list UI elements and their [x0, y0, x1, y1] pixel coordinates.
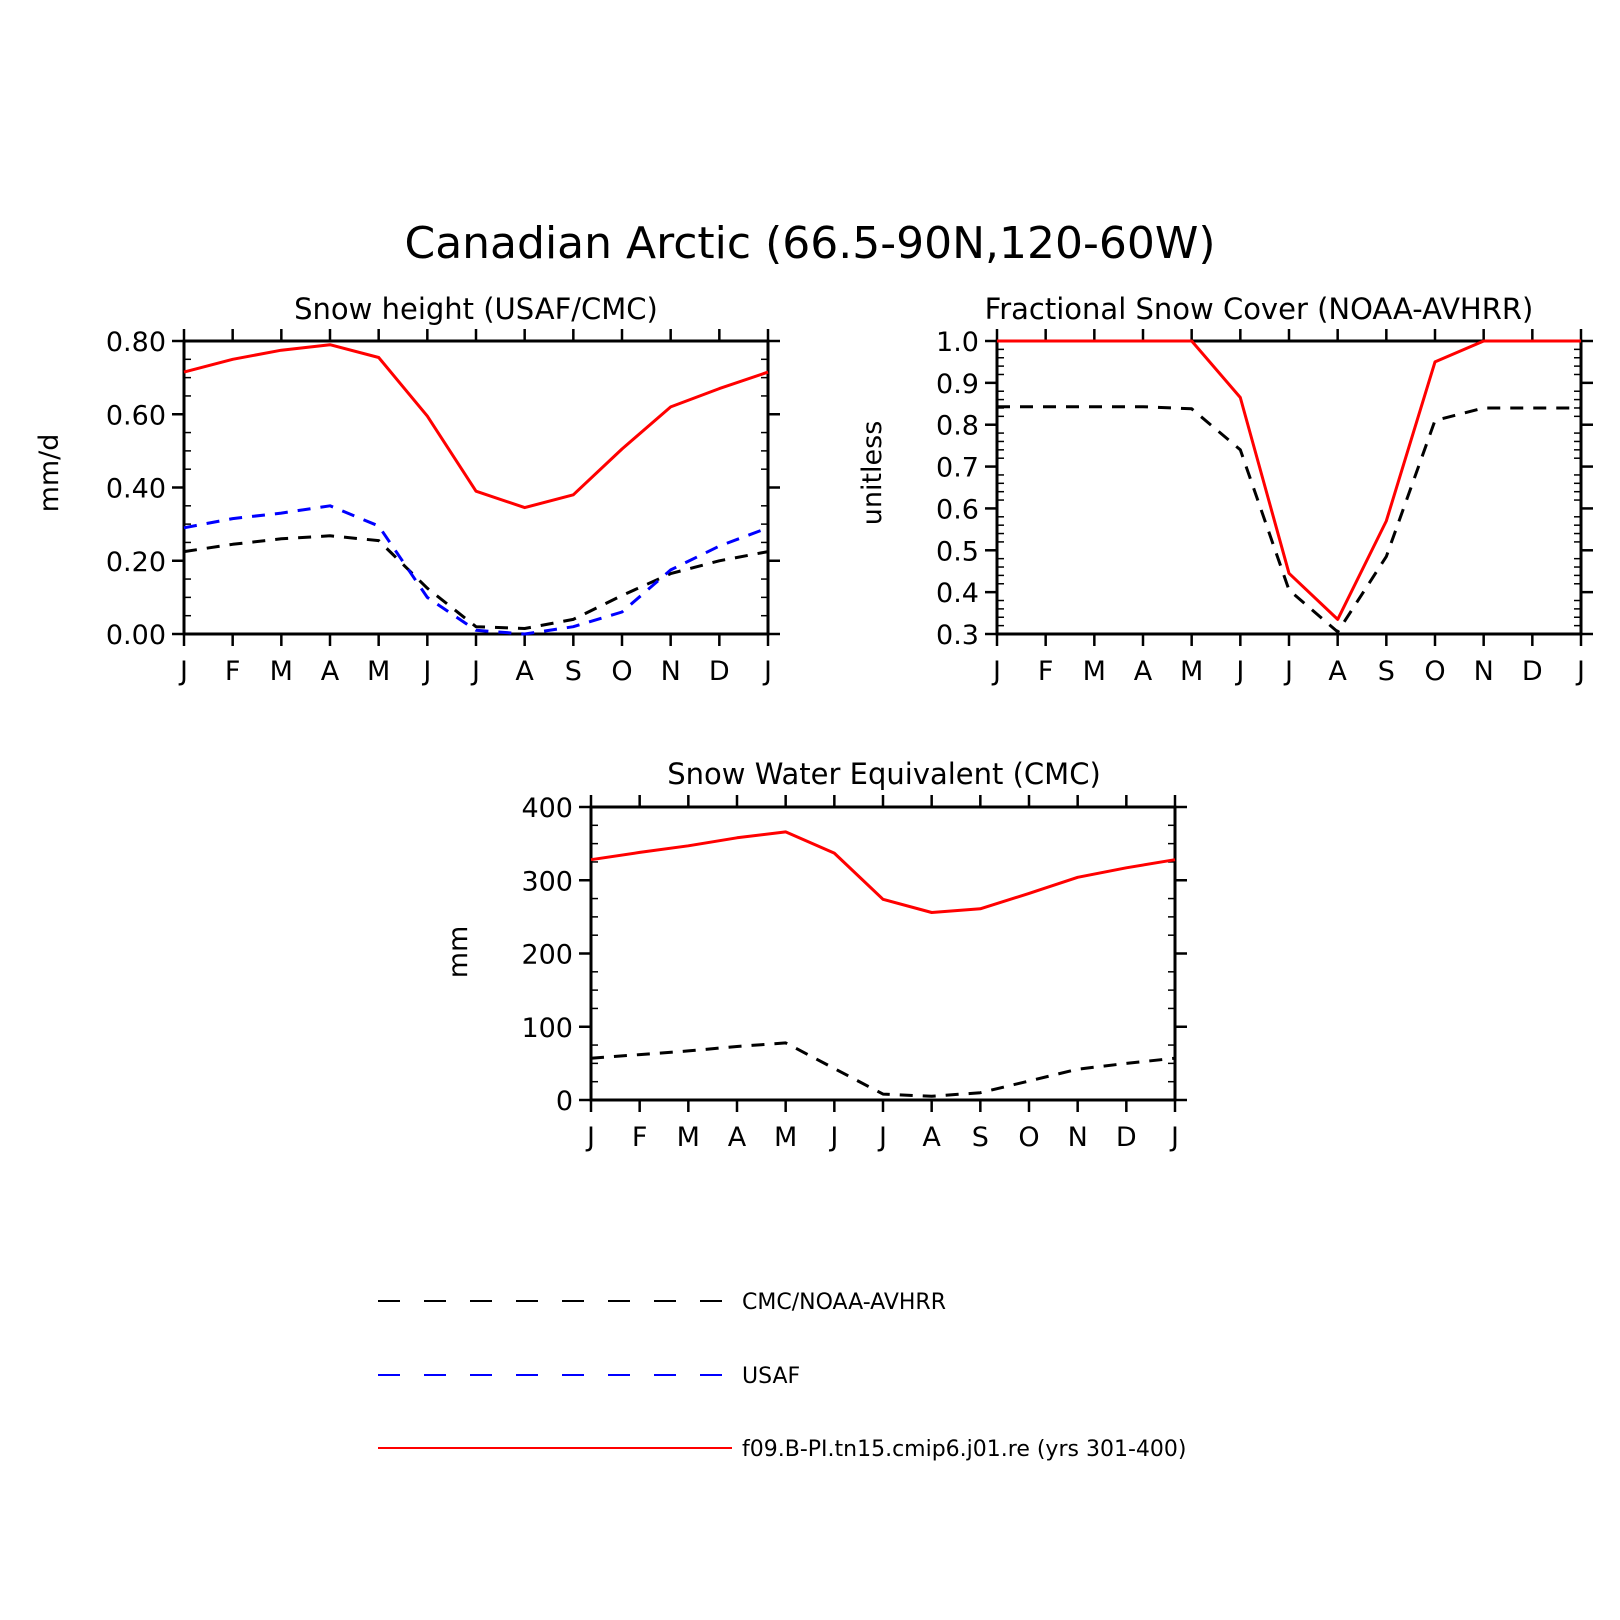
- x-tick-label: O: [1018, 1122, 1039, 1153]
- x-tick-label: J: [762, 656, 772, 687]
- x-tick-label: A: [922, 1122, 941, 1153]
- y-tick-label: 0.60: [106, 400, 166, 431]
- x-tick-label: M: [1180, 656, 1203, 687]
- y-axis-label: mm/d: [34, 434, 65, 513]
- panel-fractional-snow-cover: Fractional Snow Cover (NOAA-AVHRR) unitl…: [857, 292, 1593, 687]
- x-tick-label: N: [661, 656, 681, 687]
- y-tick-label: 0.4: [936, 578, 979, 609]
- x-tick-label: J: [421, 656, 431, 687]
- y-tick-label: 0.3: [936, 620, 979, 651]
- x-tick-label: M: [774, 1122, 797, 1153]
- legend-label: f09.B-PI.tn15.cmip6.j01.re (yrs 301-400): [742, 1437, 1186, 1462]
- series-line-model: [590, 830, 1176, 914]
- y-axis-label: mm: [443, 926, 474, 979]
- x-tick-label: J: [1283, 656, 1293, 687]
- x-tick-label: A: [728, 1122, 747, 1153]
- series-lines: [590, 830, 1176, 1098]
- x-tick-label: J: [877, 1122, 887, 1153]
- legend: CMC/NOAA-AVHRR USAF f09.B-PI.tn15.cmip6.…: [378, 1290, 1186, 1462]
- series-line-obs: [183, 534, 769, 630]
- series-line-obs: [590, 1041, 1176, 1098]
- x-tick-label: M: [367, 656, 390, 687]
- y-tick-labels: 0 100 200 300 400: [521, 793, 573, 1117]
- x-tick-label: S: [565, 656, 582, 687]
- x-tick-label: A: [321, 656, 340, 687]
- x-tick-label: A: [1134, 656, 1153, 687]
- x-tick-label: S: [1378, 656, 1395, 687]
- y-tick-label: 0.5: [936, 536, 979, 567]
- y-tick-label: 0.20: [106, 547, 166, 578]
- x-tick-label: J: [585, 1122, 595, 1153]
- x-tick-label: A: [1328, 656, 1347, 687]
- plot-frame: [589, 805, 1177, 1102]
- series-lines: [997, 339, 1581, 634]
- axis-ticks: [172, 329, 780, 646]
- x-tick-label: D: [1522, 656, 1543, 687]
- x-tick-label: F: [225, 656, 241, 687]
- figure-title: Canadian Arctic (66.5-90N,120-60W): [404, 218, 1215, 269]
- axis-ticks: [985, 329, 1593, 646]
- y-tick-label: 0.8: [936, 411, 979, 442]
- series-line-model: [183, 343, 769, 510]
- y-tick-label: 200: [521, 940, 573, 971]
- y-tick-label: 0.9: [936, 369, 979, 400]
- y-tick-label: 400: [521, 793, 573, 824]
- y-tick-label: 100: [521, 1013, 573, 1044]
- axis-ticks: [579, 795, 1187, 1112]
- y-tick-label: 300: [521, 866, 573, 897]
- x-tick-label: O: [611, 656, 632, 687]
- panel-title: Snow Water Equivalent (CMC): [667, 757, 1101, 791]
- panel-title: Snow height (USAF/CMC): [294, 292, 658, 326]
- legend-item-model: f09.B-PI.tn15.cmip6.j01.re (yrs 301-400): [378, 1437, 1186, 1462]
- series-line-obs: [997, 405, 1581, 634]
- panel-title: Fractional Snow Cover (NOAA-AVHRR): [985, 292, 1534, 326]
- y-tick-label: 0.6: [936, 494, 979, 525]
- series-lines: [183, 343, 769, 636]
- x-tick-label: O: [1424, 656, 1445, 687]
- x-tick-label: F: [632, 1122, 648, 1153]
- x-tick-label: M: [270, 656, 293, 687]
- y-tick-labels: 0.3 0.4 0.5 0.6 0.7 0.8 0.9 1.0: [936, 327, 979, 651]
- y-tick-labels: 0.00 0.20 0.40 0.60 0.80: [106, 327, 166, 651]
- plot-frame: [182, 339, 770, 636]
- x-tick-label: J: [828, 1122, 838, 1153]
- x-tick-label: F: [1038, 656, 1054, 687]
- x-tick-label: M: [677, 1122, 700, 1153]
- y-tick-label: 0.80: [106, 327, 166, 358]
- x-tick-label: A: [515, 656, 534, 687]
- x-tick-label: J: [991, 656, 1001, 687]
- y-tick-label: 1.0: [936, 327, 979, 358]
- x-tick-label: M: [1083, 656, 1106, 687]
- panel-snow-water-equivalent: Snow Water Equivalent (CMC) mm 0 100 200 30…: [443, 757, 1187, 1153]
- series-line-model: [997, 339, 1581, 621]
- y-tick-label: 0.40: [106, 474, 166, 505]
- y-tick-label: 0: [556, 1086, 573, 1117]
- x-tick-label: J: [1234, 656, 1244, 687]
- x-tick-label: D: [709, 656, 730, 687]
- x-tick-label: J: [1169, 1122, 1179, 1153]
- legend-item-usaf: USAF: [378, 1364, 800, 1389]
- plot-frame: [995, 339, 1583, 636]
- y-tick-label: 0.7: [936, 453, 979, 484]
- legend-label: USAF: [742, 1364, 800, 1389]
- panel-snow-height: Snow height (USAF/CMC) mm/d 0.00 0.20 0.40…: [34, 292, 780, 687]
- legend-item-obs: CMC/NOAA-AVHRR: [378, 1290, 946, 1315]
- x-tick-label: D: [1116, 1122, 1137, 1153]
- x-tick-label: J: [470, 656, 480, 687]
- y-tick-label: 0.00: [106, 620, 166, 651]
- series-line-usaf: [183, 504, 769, 636]
- x-tick-label: J: [1575, 656, 1585, 687]
- x-tick-label: N: [1474, 656, 1494, 687]
- y-axis-label: unitless: [857, 421, 888, 526]
- x-tick-label: S: [972, 1122, 989, 1153]
- legend-label: CMC/NOAA-AVHRR: [742, 1290, 946, 1315]
- x-tick-label: J: [178, 656, 188, 687]
- x-tick-label: N: [1068, 1122, 1088, 1153]
